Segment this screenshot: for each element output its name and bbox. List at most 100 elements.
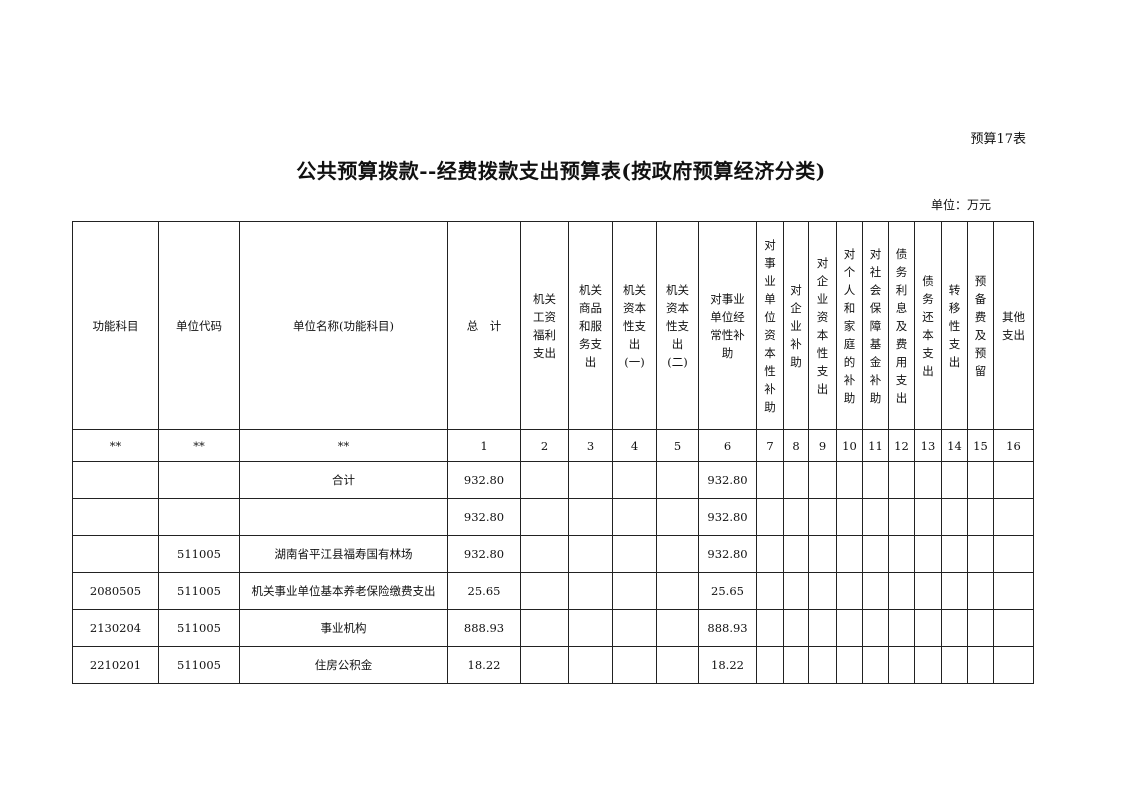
column-number-row-cell: 4 bbox=[612, 429, 657, 462]
table-row-cell bbox=[888, 572, 915, 610]
table-row-cell bbox=[914, 646, 942, 684]
table-row-cell bbox=[808, 498, 837, 536]
table-row-cell bbox=[520, 646, 569, 684]
table-row-cell bbox=[888, 646, 915, 684]
column-number-row-cell: 6 bbox=[698, 429, 757, 462]
column-number-row-cell: 1 bbox=[447, 429, 521, 462]
cell-text: 511005 bbox=[177, 658, 221, 672]
table-row-cell bbox=[993, 572, 1034, 610]
column-number-row-cell: 5 bbox=[656, 429, 699, 462]
column-number-row-cell: 12 bbox=[888, 429, 915, 462]
table-row-cell: 18.22 bbox=[447, 646, 521, 684]
cell-text: 15 bbox=[973, 438, 988, 453]
column-number-row-cell: ** bbox=[239, 429, 448, 462]
table-row-cell bbox=[808, 572, 837, 610]
table-row-cell bbox=[836, 609, 863, 647]
cell-text: 对 事 业 单 位 资 本 性 补 助 bbox=[764, 237, 776, 414]
table-row-cell bbox=[783, 572, 809, 610]
table-row-cell bbox=[862, 609, 889, 647]
cell-text: 10 bbox=[842, 438, 857, 453]
table-row-cell: 888.93 bbox=[698, 609, 757, 647]
column-number-row-cell: 11 bbox=[862, 429, 889, 462]
column-number-row-cell: 10 bbox=[836, 429, 863, 462]
table-row-cell: 932.80 bbox=[447, 498, 521, 536]
table-row-cell bbox=[520, 572, 569, 610]
budget-table: 功能科目 单位代码 单位名称(功能科目) 总 计 机关 工资 福利 支出 机关 商品 和服… bbox=[72, 221, 1034, 684]
cell-text: 预 备 费 及 预 留 bbox=[974, 273, 987, 378]
table-row-cell bbox=[967, 535, 994, 573]
cell-text: 13 bbox=[920, 438, 936, 453]
table-row-cell bbox=[993, 609, 1034, 647]
table-row-cell bbox=[862, 535, 889, 573]
header-row-cell: 债 务 还 本 支 出 bbox=[914, 221, 942, 430]
table-row-cell bbox=[888, 535, 915, 573]
cell-text: 对 社 会 保 障 基 金 补 助 bbox=[869, 246, 882, 405]
table-row-cell bbox=[836, 461, 863, 499]
table-row: 511005 湖南省平江县福寿国有林场 932.80 932.80 bbox=[72, 535, 1034, 573]
table-row-cell bbox=[520, 461, 569, 499]
cell-text: 总 计 bbox=[466, 318, 502, 333]
table-row-cell bbox=[862, 498, 889, 536]
header-row-cell: 对 事 业 单 位 资 本 性 补 助 bbox=[756, 221, 784, 430]
header-row-cell: 总 计 bbox=[447, 221, 521, 430]
table-row-cell bbox=[783, 609, 809, 647]
header-row-cell: 对 社 会 保 障 基 金 补 助 bbox=[862, 221, 889, 430]
header-row-cell: 转 移 性 支 出 bbox=[941, 221, 968, 430]
table-row-cell bbox=[520, 609, 569, 647]
table-row: 2080505 511005 机关事业单位基本养老保险缴费支出 25.65 25.65 bbox=[72, 572, 1034, 610]
table-row-cell: 25.65 bbox=[698, 572, 757, 610]
table-row-cell bbox=[862, 572, 889, 610]
header-row-cell: 单位代码 bbox=[158, 221, 240, 430]
cell-text: 2 bbox=[540, 438, 549, 453]
table-row-cell: 511005 bbox=[158, 646, 240, 684]
header-row: 功能科目 单位代码 单位名称(功能科目) 总 计 机关 工资 福利 支出 机关 商品 和服… bbox=[72, 221, 1034, 430]
header-row-cell: 机关 商品 和服 务支 出 bbox=[568, 221, 613, 430]
table-row-cell bbox=[756, 535, 784, 573]
table-row-cell bbox=[808, 461, 837, 499]
table-row-cell: 2130204 bbox=[72, 609, 159, 647]
table-row-cell bbox=[158, 498, 240, 536]
table-row-cell bbox=[862, 461, 889, 499]
table-row: 合计 932.80 932.80 bbox=[72, 461, 1034, 499]
header-row-cell: 对 企 业 补 助 bbox=[783, 221, 809, 430]
cell-text: 对 企 业 补 助 bbox=[790, 282, 802, 369]
table-row-cell bbox=[967, 461, 994, 499]
cell-text: 2130204 bbox=[89, 621, 142, 635]
table-row-cell bbox=[612, 461, 657, 499]
cell-text: 3 bbox=[586, 438, 595, 453]
cell-text: ** bbox=[193, 438, 205, 453]
cell-text: 对事业 单位经 常性补 助 bbox=[710, 291, 745, 360]
table-row-cell bbox=[967, 498, 994, 536]
column-number-row-cell: 9 bbox=[808, 429, 837, 462]
table-row-cell bbox=[568, 572, 613, 610]
column-number-row-cell: 2 bbox=[520, 429, 569, 462]
header-row-cell: 对 个 人 和 家 庭 的 补 助 bbox=[836, 221, 863, 430]
column-number-row-cell: ** bbox=[158, 429, 240, 462]
header-row-cell: 对事业 单位经 常性补 助 bbox=[698, 221, 757, 430]
table-row-cell bbox=[836, 572, 863, 610]
column-number-row-cell: 15 bbox=[967, 429, 994, 462]
table-row-cell bbox=[914, 461, 942, 499]
column-number-row-cell: 3 bbox=[568, 429, 613, 462]
cell-text: 合计 bbox=[332, 473, 355, 487]
header-row-cell: 对 企 业 资 本 性 支 出 bbox=[808, 221, 837, 430]
table-row-cell bbox=[756, 572, 784, 610]
column-number-row-cell: 13 bbox=[914, 429, 942, 462]
table-row-cell bbox=[612, 572, 657, 610]
table-row-cell bbox=[888, 461, 915, 499]
table-row-cell bbox=[862, 646, 889, 684]
cell-text: ** bbox=[337, 438, 350, 453]
cell-text: 932.80 bbox=[707, 510, 748, 524]
table-row-cell: 湖南省平江县福寿国有林场 bbox=[239, 535, 448, 573]
table-row-cell: 25.65 bbox=[447, 572, 521, 610]
table-row-cell bbox=[808, 646, 837, 684]
cell-text: 2080505 bbox=[89, 584, 142, 598]
table-row-cell bbox=[656, 498, 699, 536]
table-row-cell: 932.80 bbox=[447, 535, 521, 573]
cell-text: 11 bbox=[868, 438, 883, 453]
table-row-cell bbox=[914, 609, 942, 647]
table-row-cell bbox=[612, 646, 657, 684]
table-row-cell bbox=[756, 498, 784, 536]
page-title: 公共预算拨款--经费拨款支出预算表(按政府预算经济分类) bbox=[296, 159, 826, 183]
cell-text: 888.93 bbox=[707, 621, 748, 635]
